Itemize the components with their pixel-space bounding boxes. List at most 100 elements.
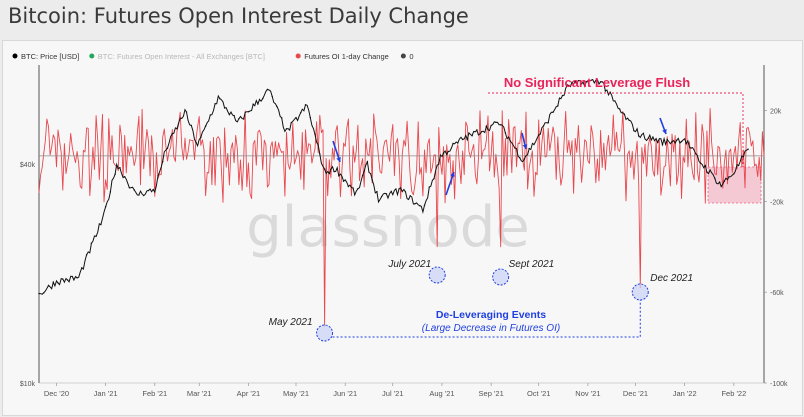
y-right-tick-label: 20k [770,108,782,115]
price-point [380,195,383,198]
price-point [333,170,335,173]
price-point [485,125,488,127]
price-point [452,142,454,145]
price-point [685,143,687,145]
price-point [242,118,245,120]
price-point [695,153,697,155]
price-point [737,164,740,167]
price-point [552,111,554,114]
price-point [57,282,59,284]
price-point [647,137,649,140]
chart-card: BTC: Price [USD] BTC: Futures Open Intere… [2,40,803,416]
price-point [319,153,321,155]
x-tick-label: Mar '21 [187,389,212,398]
legend-label-2: Futures OI 1-day Change [304,52,389,61]
axis-ticks: Dec '20 Jan '21 Feb '21 Mar '21 Apr '21 May '… [20,108,788,398]
price-point [666,138,668,141]
oi-change-line [38,108,765,327]
price-point [495,121,497,124]
price-arrow-head-3 [662,129,667,134]
price-point [400,187,402,189]
price-point [304,104,307,106]
price-point [219,98,221,100]
price-point [628,119,630,122]
price-point [595,79,597,82]
price-point [637,135,640,137]
price-point [81,267,83,269]
price-point [457,142,459,144]
price-point [181,117,183,119]
price-point [704,164,707,167]
price-point [352,187,354,189]
price-point [580,83,583,85]
price-point [361,174,364,177]
price-point [442,152,445,154]
dec-label: Dec 2021 [650,273,693,284]
x-tick-label: Feb '21 [142,389,167,398]
price-point [423,204,426,206]
price-point [528,147,530,150]
price-point [747,148,749,150]
price-point [133,189,135,191]
price-point [209,114,212,116]
price-point [47,284,50,287]
price-point [300,111,302,114]
price-point [100,223,102,226]
annotations: May 2021 July 2021 Sept 2021 Dec 2021 De-Lev… [269,75,744,342]
legend-marker [295,53,301,59]
price-point [447,150,449,153]
price-point [599,81,602,83]
price-point [604,90,607,92]
price-point [52,281,54,283]
price-point [62,278,64,280]
no-flush-bracket [488,92,744,167]
x-tick-label: Jan '22 [673,389,697,398]
price-point [281,117,283,119]
price-point [590,79,592,81]
no-flush-label: No Significant Leverage Flush [504,75,690,90]
price-point [480,131,483,133]
oi-change-series [38,108,765,327]
y-right-tick-label: -100k [770,381,788,388]
price-point [490,124,492,127]
price-point [518,156,521,159]
price-line [39,78,749,295]
price-point [433,177,435,180]
price-point [119,167,121,169]
price-point [676,139,678,141]
price-point [557,105,559,107]
price-point [290,122,292,124]
price-point [471,135,473,137]
price-point [328,172,331,175]
price-point [195,141,197,144]
price-point [162,160,164,163]
price-point [314,133,316,136]
price-point [214,103,216,105]
price-point [680,140,683,143]
dec-marker [631,283,649,301]
price-point [395,188,397,190]
july-marker [428,266,446,284]
may-marker [316,324,334,342]
price-point [157,175,159,177]
price-point [309,116,311,119]
y-left-tick-label: $40k [20,162,36,169]
price-point [547,122,549,124]
x-tick-label: Sep '21 [479,389,504,398]
price-point [43,292,45,294]
price-point [671,140,673,143]
sept-label: Sept 2021 [509,259,555,270]
price-point [499,124,502,126]
price-point [718,181,721,183]
price-arrow-head-0 [336,157,341,162]
price-point [623,113,626,115]
price-point [147,189,150,192]
price-point [714,177,716,179]
price-point [109,191,112,193]
legend-marker [89,53,95,59]
price-point [438,163,440,165]
price-point [114,173,116,175]
x-tick-label: Dec '21 [623,389,648,398]
price-point [204,125,207,127]
